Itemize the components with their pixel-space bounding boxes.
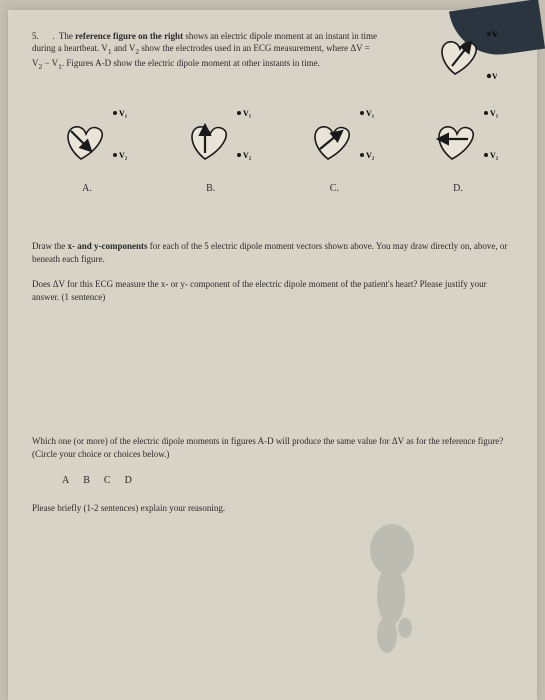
electrode-v1-dot [487,32,491,36]
figure-a: V₁ V₂ A. [32,105,142,194]
question-3-explain: Please briefly (1-2 sentences) explain y… [32,502,513,515]
svg-text:V₁: V₁ [119,109,128,118]
figure-b-label: B. [156,183,266,194]
question-2: Does ΔV for this ECG measure the x- or y… [32,278,513,303]
smudge-mark [357,520,427,660]
figure-d-label: D. [403,183,513,194]
electrode-v2-dot [487,74,491,78]
figure-d: V₁ V₂ D. [403,105,513,194]
svg-text:V₂: V₂ [119,151,128,160]
choice-b[interactable]: B [83,475,104,486]
choice-c[interactable]: C [104,475,125,486]
figures-row: V₁ V₂ A. V₁ V₂ B. [32,105,513,194]
figure-c: V₁ V₂ C. [279,105,389,194]
figure-a-label: A. [32,183,142,194]
worksheet-page: 5. . The reference figure on the right s… [8,10,537,700]
intro-text: 5. . The reference figure on the right s… [32,30,382,72]
svg-text:V₁: V₁ [490,109,499,118]
choice-d[interactable]: D [125,475,146,486]
figure-b: V₁ V₂ B. [156,105,266,194]
question-number: 5. [32,31,39,41]
question-1: Draw the x- and y-components for each of… [32,240,513,265]
svg-text:V₂: V₂ [366,151,375,160]
electrode-v2-label: V₂ [492,72,497,81]
svg-text:V₁: V₁ [366,109,375,118]
choice-a[interactable]: A [62,475,83,486]
reference-heart-svg: V₁ V₂ [427,28,497,98]
svg-text:V₂: V₂ [490,151,499,160]
svg-text:V₁: V₁ [243,109,252,118]
question-3: Which one (or more) of the electric dipo… [32,435,513,515]
electrode-v1-label: V₁ [492,30,497,39]
svg-text:V₂: V₂ [243,151,252,160]
figure-c-label: C. [279,183,389,194]
question-3-text: Which one (or more) of the electric dipo… [32,435,513,460]
answer-choices: ABCD [62,474,513,488]
reference-figure: V₁ V₂ [427,28,497,98]
